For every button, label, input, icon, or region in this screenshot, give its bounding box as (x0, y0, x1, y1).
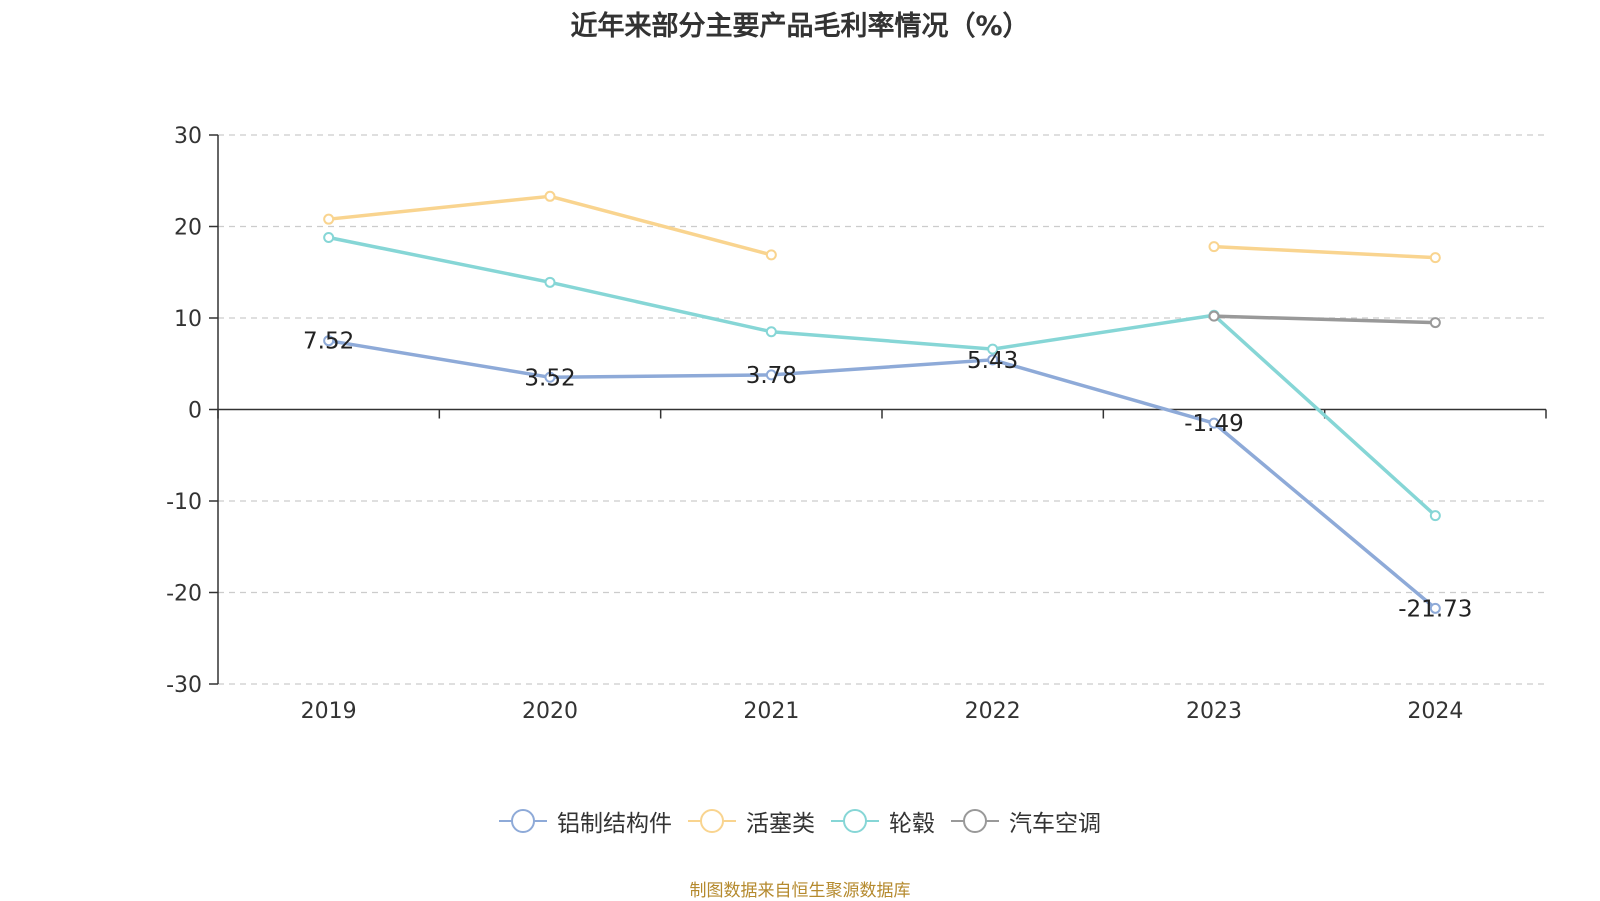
series-layer (323, 190, 1441, 614)
data-point (544, 276, 556, 288)
legend-label: 铝制结构件 (557, 811, 672, 837)
data-point (1429, 602, 1441, 614)
legend-item-1[interactable]: 铝制结构件 (499, 804, 672, 838)
series-4 (1208, 310, 1441, 329)
y-tick-label: 10 (174, 307, 202, 332)
data-point (323, 335, 335, 347)
data-point (544, 190, 556, 202)
data-point (1208, 417, 1220, 429)
series-line (328, 235, 1437, 517)
series-line (1213, 314, 1436, 325)
chart-title: 近年来部分主要产品毛利率情况（%） (570, 11, 1030, 42)
data-point (987, 354, 999, 366)
series-2 (323, 190, 1441, 264)
data-label: 7.52 (303, 329, 354, 355)
data-point (323, 213, 335, 225)
data-label: -1.49 (1184, 411, 1244, 437)
legend-label: 活塞类 (746, 811, 815, 837)
legend-line-circle-icon (499, 809, 547, 833)
data-label: 3.52 (524, 365, 575, 391)
legend-label: 汽车空调 (1009, 811, 1101, 837)
legend-item-4[interactable]: 汽车空调 (951, 804, 1101, 838)
x-tick-label: 2022 (965, 699, 1021, 724)
series-1 (323, 335, 1441, 614)
x-tick-label: 2021 (743, 699, 799, 724)
legend-item-2[interactable]: 活塞类 (688, 804, 815, 838)
x-tick-label: 2023 (1186, 699, 1242, 724)
data-point (765, 369, 777, 381)
data-point (323, 231, 335, 243)
legend-line-circle-icon (688, 809, 736, 833)
legend-label: 轮毂 (889, 811, 935, 837)
source-note: 制图数据来自恒生聚源数据库 (689, 881, 911, 901)
x-tick-label: 2020 (522, 699, 578, 724)
y-tick-label: -10 (166, 490, 202, 515)
series-line (328, 338, 1437, 610)
y-tick-label: -30 (166, 673, 202, 698)
data-point (1208, 310, 1220, 322)
x-tick-label: 2019 (301, 699, 357, 724)
series-line (328, 194, 772, 257)
data-point (765, 326, 777, 338)
series-line (1213, 244, 1436, 260)
y-tick-label: 30 (174, 124, 202, 149)
data-point (1429, 317, 1441, 329)
y-tick-label: 0 (188, 399, 202, 424)
y-tick-label: 20 (174, 216, 202, 241)
data-label: 5.43 (967, 348, 1018, 374)
legend-item-3[interactable]: 轮毂 (831, 804, 935, 838)
data-label: 3.78 (746, 363, 797, 389)
data-point (765, 249, 777, 261)
legend: 铝制结构件 活塞类 轮毂 汽车空调 (0, 804, 1600, 838)
data-label-layer: 7.52 3.52 3.78 5.43 -1.49 -21.73 (303, 329, 1472, 623)
y-tick-label: -20 (166, 582, 202, 607)
data-point (987, 343, 999, 355)
x-tick-label: 2024 (1407, 699, 1463, 724)
axis-layer: 30 20 10 0 -10 -20 -30 2019 2020 2021 2022 2023 2024 (166, 124, 1547, 724)
data-point (1429, 252, 1441, 264)
data-point (1208, 241, 1220, 253)
data-label: -21.73 (1398, 596, 1472, 622)
grid-layer (218, 134, 1546, 685)
series-3 (323, 231, 1441, 522)
legend-line-circle-icon (951, 809, 999, 833)
legend-line-circle-icon (831, 809, 879, 833)
data-point (1429, 510, 1441, 522)
data-point (544, 371, 556, 383)
